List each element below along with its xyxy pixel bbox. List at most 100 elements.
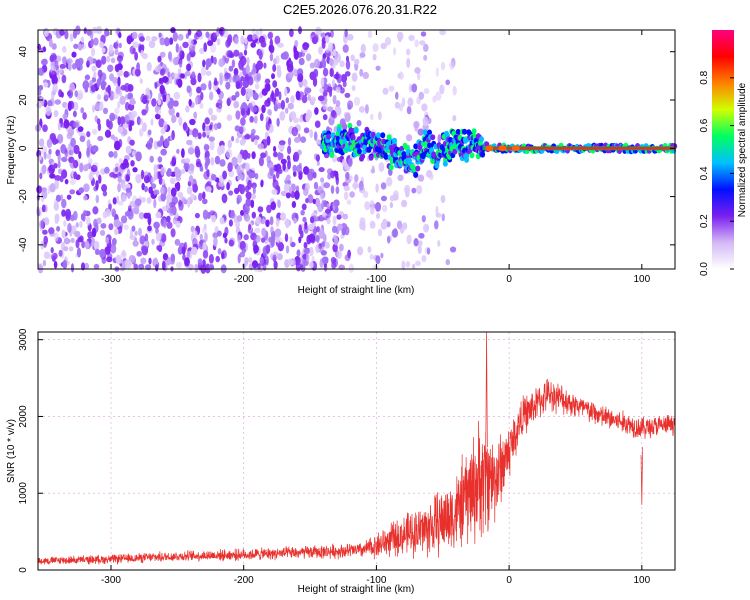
spectrogram-cell [228,219,233,227]
spectrogram-cell [171,130,175,141]
spectrogram-cell [203,144,210,151]
spectrogram-cell [387,236,391,244]
spectrogram-cell [114,48,119,56]
spectrogram-cell [319,192,324,200]
spectrogram-cell [340,74,347,83]
spectrogram-cell [134,198,142,207]
spectrogram-cell [244,104,248,112]
spectrogram-cell [310,216,315,224]
spectrogram-cell [211,174,217,181]
spectrogram-cell [95,194,100,204]
spectrogram-cell [339,118,346,127]
spectrogram-cell [210,157,215,166]
spectrogram-cell [141,182,145,191]
spectrogram-cell [155,264,159,272]
spectrogram-cell [60,91,64,98]
spectrogram-cell [250,105,258,113]
spectrogram-cell [294,255,301,266]
spectrogram-cell [278,140,286,146]
spectrogram-cell [41,164,47,174]
spectrogram-cell [205,70,212,76]
spectrogram-cell [322,90,328,97]
spectrogram-cell [87,231,94,239]
signal-cell [434,162,440,169]
signal-cell [442,160,448,167]
spectrogram-cell [312,198,317,205]
spectrogram-cell [318,167,325,173]
spectrogram-cell [325,47,330,54]
spectrogram-cell [235,220,241,229]
spectrogram-cell [173,91,181,100]
spectrogram-cell [202,59,206,68]
spectrogram-cell [321,212,327,218]
spectrogram-cell [122,183,126,191]
spectrogram-cell [348,263,355,273]
spectrogram-cell [43,235,48,245]
spectrogram-cell [194,145,200,156]
spectrogram-cell [132,207,136,213]
spectrogram-cell [178,199,183,207]
spectrogram-cell [367,30,373,39]
spectrogram-cell [380,221,387,230]
spectrogram-cell [43,81,49,88]
spectrogram-cell [303,187,309,196]
spectrogram-cell [303,248,310,254]
spectrogram-cell [309,246,314,257]
spectrogram-cell [271,73,275,80]
spectrogram-cell [328,42,334,52]
spectrogram-cell [161,233,167,243]
spectrogram-cell [98,101,104,111]
spectrogram-cell [90,164,98,172]
spectrogram-cell [252,185,256,195]
spectrogram-cell [226,114,233,121]
colorbar-ticks: 0.0 0.2 0.4 0.6 0.8 [699,70,734,276]
spectrogram-cell [154,113,161,120]
spectrogram-cell [168,108,175,115]
spectrogram-cell [318,95,325,102]
spectrogram-cell [257,263,261,270]
spectrogram-cell [345,59,351,70]
spectrogram-cell [309,261,314,269]
signal-cell [329,152,335,158]
spectrogram-cell [315,154,320,162]
spectrogram-cell [125,145,132,155]
spectrogram-cell [314,120,321,128]
spectrogram-cell [202,191,206,200]
spectrogram-cell [250,199,255,208]
spectrogram-cell [174,238,181,246]
spectrogram-cell [71,51,77,58]
spectrogram-cell [298,57,305,66]
spectrogram-cell [82,80,90,90]
spectrogram-cell [97,135,104,142]
spectrogram-cell [112,77,119,84]
spectrogram-cell [205,31,210,38]
spectrogram-cell [245,64,250,74]
spectrogram-cell [95,169,100,178]
spectrogram-cell [234,187,240,195]
spectrogram-cell [406,57,411,68]
spectrogram-cell [357,246,364,256]
spectrogram-cell [354,58,360,65]
spectrogram-cell [239,126,244,134]
spectrogram-cell [85,216,91,226]
spectrogram-cell [231,59,236,68]
spectrogram-cell [364,201,371,211]
spectrogram-cell [107,64,114,73]
spectrogram-cell [231,136,235,142]
colorbar-tick-label: 0.8 [699,70,710,84]
spectrogram-cell [190,77,197,86]
spectrogram-cell [109,172,116,178]
spectrogram-cell [235,110,241,120]
spectrogram-cell [266,204,272,214]
spectrogram-cell [342,44,349,53]
spectrogram-cell [249,116,254,123]
spectrogram-cell [117,176,122,183]
spectrogram-cell [191,71,196,78]
spectrogram-cell [67,89,73,99]
spectrogram-cell [146,140,153,150]
spectrogram-cell [254,138,258,146]
spectrogram-cell [228,239,234,247]
signal-cell [427,129,432,136]
spectrogram-cell [186,63,192,72]
spectrogram-cell [244,134,251,140]
